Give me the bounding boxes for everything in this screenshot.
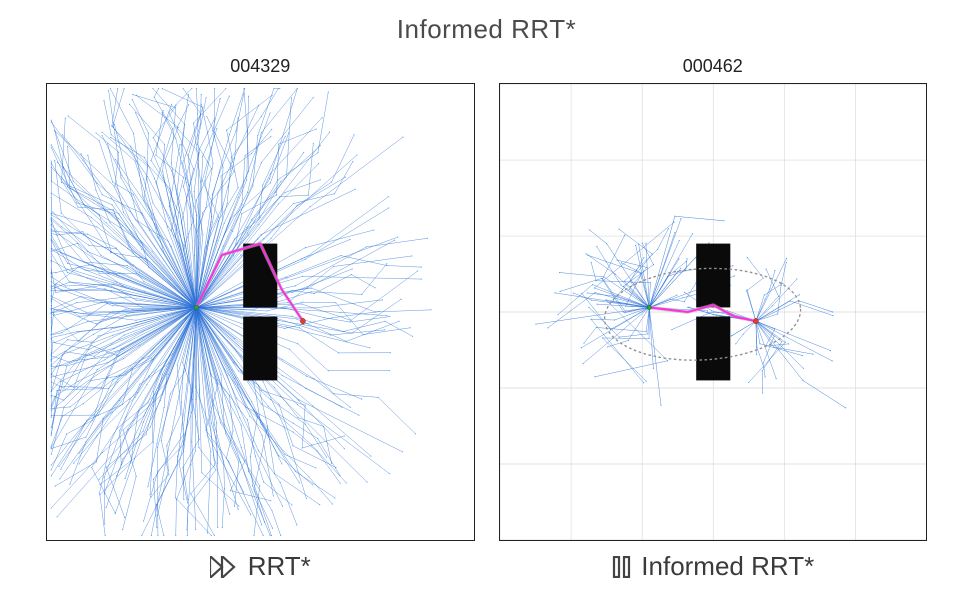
panels-row: 004329 RRT* 000462 [46,56,927,582]
main-title: Informed RRT* [0,14,973,45]
panel-informed: 000462 Informed RRT* [499,56,928,582]
counter-informed: 000462 [683,56,743,77]
plot-rrt [46,83,475,541]
caption-rrt: RRT* [210,551,311,582]
caption-rrt-label: RRT* [248,551,311,582]
caption-informed-label: Informed RRT* [641,551,814,582]
fastforward-icon [210,556,240,578]
counter-rrt: 004329 [230,56,290,77]
plot-informed [499,83,928,541]
caption-informed: Informed RRT* [611,551,814,582]
panel-rrt: 004329 RRT* [46,56,475,582]
pause-icon [611,556,633,578]
